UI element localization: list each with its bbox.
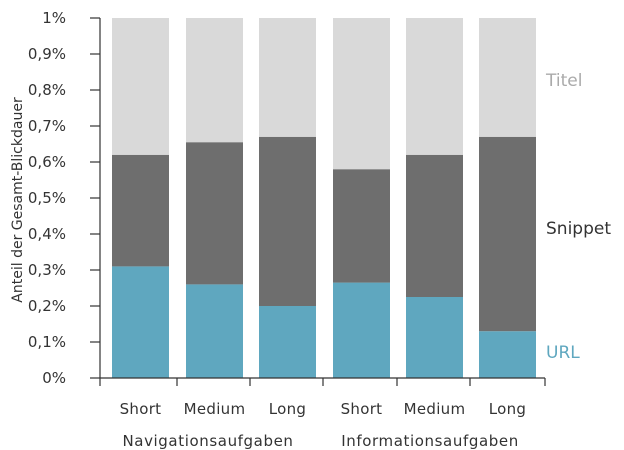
y-tick-label: 0,7%	[28, 117, 66, 135]
legend-label-snippet: Snippet	[546, 219, 611, 239]
y-axis-ticks: 0% 0,1% 0,2% 0,3% 0,4% 0,5% 0,6% 0,7% 0,8% 0,9% 1%	[28, 9, 101, 387]
x-category-label: Short	[120, 400, 162, 418]
y-tick-label: 0,2%	[28, 297, 66, 315]
x-category-label: Medium	[404, 400, 466, 418]
y-tick-label: 0,8%	[28, 81, 66, 99]
bar-segment-titel	[333, 18, 390, 170]
y-axis-label: Anteil der Gesamt-Blickdauer	[10, 97, 26, 303]
bar-segment-titel	[479, 18, 536, 137]
bar-segment-url	[259, 306, 316, 378]
y-tick-label: 0,9%	[28, 45, 66, 63]
legend-label-titel: Titel	[545, 71, 582, 91]
y-tick-label: 0,4%	[28, 225, 66, 243]
y-tick-label: 0,6%	[28, 153, 66, 171]
x-category-label: Medium	[184, 400, 246, 418]
bar-segment-titel	[259, 18, 316, 137]
x-group-label: Informationsaufgaben	[341, 432, 519, 450]
y-tick-label: 0,5%	[28, 189, 66, 207]
x-category-label: Long	[489, 400, 527, 418]
y-tick-label: 0%	[42, 369, 66, 387]
bar-segment-snippet	[259, 136, 316, 306]
bar-segment-snippet	[479, 136, 536, 332]
y-tick-label: 1%	[42, 9, 66, 27]
bar-segment-snippet	[112, 154, 169, 267]
bar-segment-url	[112, 266, 169, 378]
legend: URL Snippet Titel	[545, 71, 611, 363]
x-category-label: Long	[269, 400, 307, 418]
legend-label-url: URL	[546, 343, 580, 363]
x-group-label: Navigationsaufgaben	[122, 432, 293, 450]
y-tick-label: 0,1%	[28, 333, 66, 351]
bar-segment-url	[479, 331, 536, 378]
bar-segment-url	[333, 282, 390, 378]
y-tick-label: 0,3%	[28, 261, 66, 279]
bars	[112, 18, 536, 378]
bar-segment-snippet	[186, 142, 243, 285]
bar-segment-titel	[112, 18, 169, 155]
bar-segment-titel	[406, 18, 463, 155]
bar-segment-snippet	[406, 154, 463, 297]
bar-segment-url	[406, 297, 463, 378]
x-axis: Short Medium Long Short Medium Long Navigation…	[99, 377, 546, 450]
x-category-label: Short	[341, 400, 383, 418]
bar-segment-url	[186, 284, 243, 378]
bar-segment-titel	[186, 18, 243, 143]
bar-segment-snippet	[333, 169, 390, 283]
